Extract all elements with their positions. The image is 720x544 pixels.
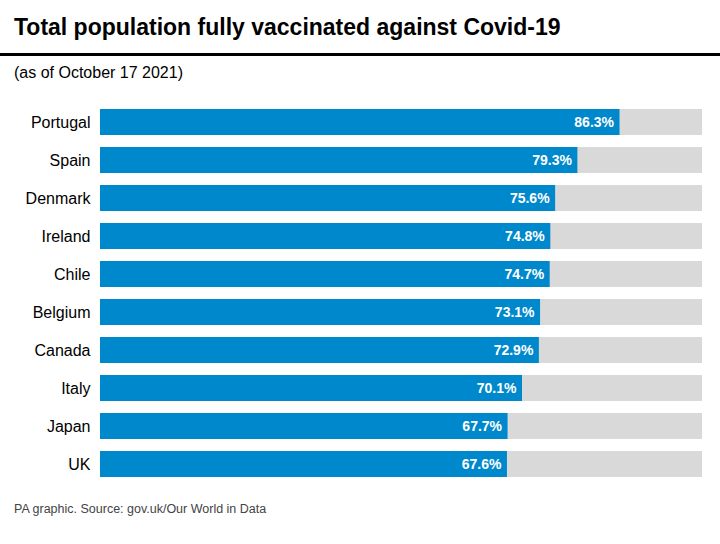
svg-text:UK: UK [68,456,91,473]
svg-text:86.3%: 86.3% [574,114,614,130]
svg-text:67.6%: 67.6% [462,456,502,472]
svg-text:70.1%: 70.1% [477,380,517,396]
svg-text:Italy: Italy [61,380,90,397]
svg-text:74.7%: 74.7% [504,266,544,282]
svg-text:Denmark: Denmark [26,190,92,207]
svg-text:Spain: Spain [50,152,91,169]
svg-text:74.8%: 74.8% [505,228,545,244]
svg-text:67.7%: 67.7% [462,418,502,434]
svg-text:Ireland: Ireland [42,228,91,245]
html-text:(as of October 17 2021): (as of October 17 2021) [14,64,183,81]
svg-text:Japan: Japan [47,418,91,435]
html-text:Total population fully vaccina: Total population fully vaccinated agains… [14,14,561,40]
svg-text:Chile: Chile [54,266,91,283]
svg-text:Canada: Canada [34,342,90,359]
svg-text:73.1%: 73.1% [495,304,535,320]
svg-text:Portugal: Portugal [31,114,91,131]
svg-text:72.9%: 72.9% [494,342,534,358]
svg-text:75.6%: 75.6% [510,190,550,206]
svg-text:79.3%: 79.3% [532,152,572,168]
html-text:PA graphic. Source: gov.uk/Our: PA graphic. Source: gov.uk/Our World in … [14,502,267,516]
svg-text:Belgium: Belgium [33,304,91,321]
